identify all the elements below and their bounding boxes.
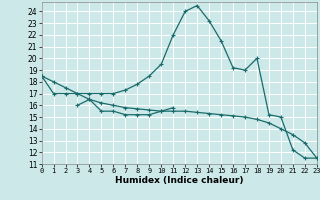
X-axis label: Humidex (Indice chaleur): Humidex (Indice chaleur) (115, 176, 244, 185)
